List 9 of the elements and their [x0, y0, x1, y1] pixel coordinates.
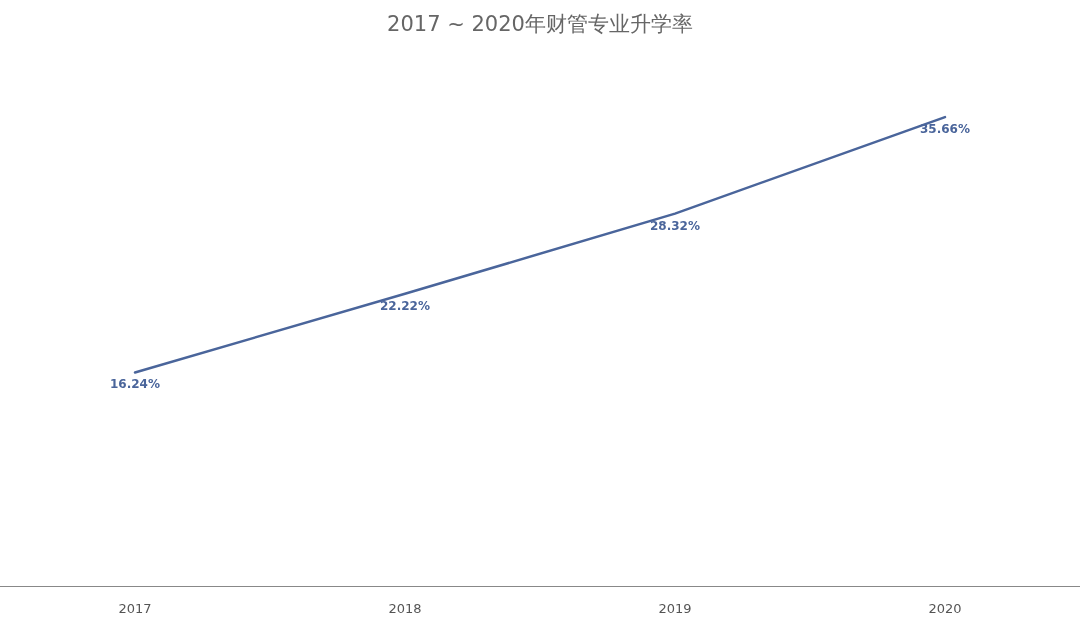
x-tick-label: 2019: [658, 601, 692, 616]
x-tick-label: 2017: [118, 601, 152, 616]
data-label: 16.24%: [110, 377, 160, 392]
data-label: 35.66%: [920, 122, 970, 137]
data-label: 22.22%: [380, 298, 430, 313]
data-label: 28.32%: [650, 218, 700, 233]
x-tick-label: 2018: [388, 601, 422, 616]
chart-title: 2017 ~ 2020年财管专业升学率: [387, 11, 693, 36]
x-tick-label: 2020: [928, 601, 962, 616]
